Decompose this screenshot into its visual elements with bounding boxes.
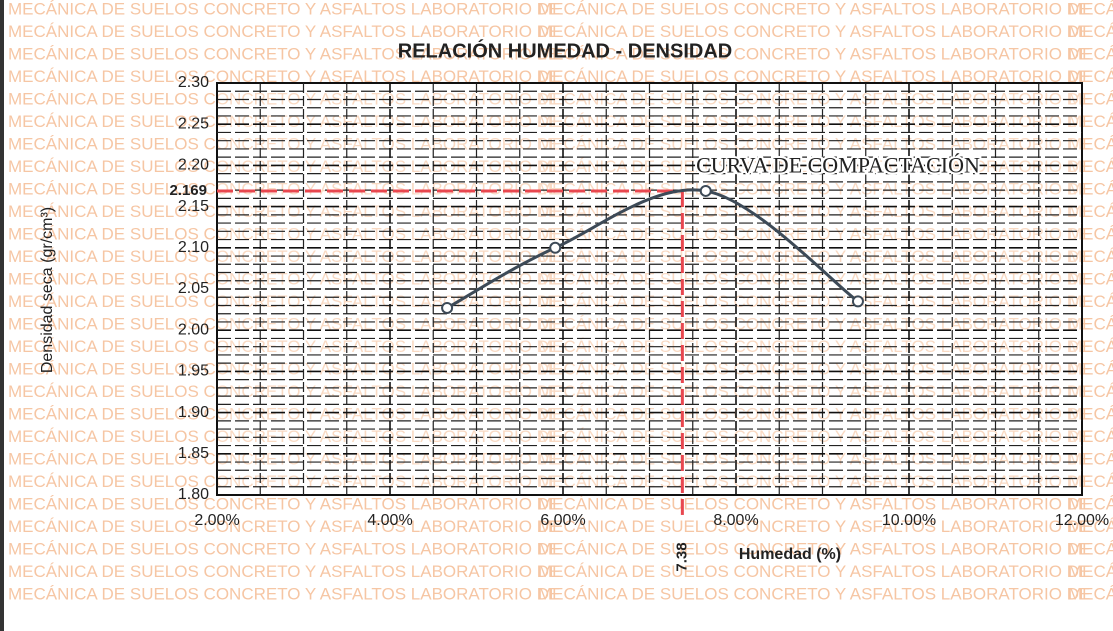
- watermark-text: MECÁNICA DE SUELOS CONCRETO Y ASFALTOS L…: [1068, 449, 1113, 468]
- watermark-text: MECÁNICA DE SUELOS CONCRETO Y ASFALTOS L…: [1068, 269, 1113, 288]
- y-axis-label: Densidad seca (gr/cm³): [39, 207, 56, 373]
- watermark-text: MECÁNICA DE SUELOS CONCRETO Y ASFALTOS L…: [8, 539, 560, 558]
- y-tick-label: 1.90: [178, 404, 209, 421]
- y-tick-label: 2.20: [178, 157, 209, 174]
- y-tick-label: 2.25: [178, 115, 209, 132]
- left-border: [0, 0, 4, 631]
- watermark-text: MECÁNICA DE SUELOS CONCRETO Y ASFALTOS L…: [8, 584, 560, 603]
- watermark-text: MECÁNICA DE SUELOS CONCRETO Y ASFALTOS L…: [8, 22, 560, 41]
- y-tick-label: 2.05: [178, 280, 209, 297]
- watermark-text: MECÁNICA DE SUELOS CONCRETO Y ASFALTOS L…: [538, 539, 1090, 558]
- point: [699, 184, 712, 197]
- watermark-text: MECÁNICA DE SUELOS CONCRETO Y ASFALTOS L…: [8, 179, 560, 198]
- x-tick-label: 6.00%: [540, 512, 585, 529]
- watermark-text: MECÁNICA DE SUELOS CONCRETO Y ASFALTOS L…: [8, 404, 560, 423]
- watermark-text: MECÁNICA DE SUELOS CONCRETO Y ASFALTOS L…: [8, 314, 560, 333]
- watermark-text: MECÁNICA DE SUELOS CONCRETO Y ASFALTOS L…: [8, 269, 560, 288]
- x-tick-label: 8.00%: [713, 512, 758, 529]
- watermark-text: MECÁNICA DE SUELOS CONCRETO Y ASFALTOS L…: [1068, 134, 1113, 153]
- watermark-text: MECÁNICA DE SUELOS CONCRETO Y ASFALTOS L…: [1068, 157, 1113, 176]
- x-tick-label: 4.00%: [367, 512, 412, 529]
- watermark-text: MECÁNICA DE SUELOS CONCRETO Y ASFALTOS L…: [1068, 427, 1113, 446]
- point: [851, 295, 864, 308]
- curve: [446, 188, 859, 310]
- watermark-text: MECÁNICA DE SUELOS CONCRETO Y ASFALTOS L…: [1068, 112, 1113, 131]
- y-tick-label: 2.30: [178, 74, 209, 91]
- watermark-text: MECÁNICA DE SUELOS CONCRETO Y ASFALTOS L…: [538, 494, 1090, 513]
- watermark-text: MECÁNICA DE SUELOS CONCRETO Y ASFALTOS L…: [8, 67, 560, 86]
- watermark-text: MECÁNICA DE SUELOS CONCRETO Y ASFALTOS L…: [1068, 89, 1113, 108]
- watermark-text: MECÁNICA DE SUELOS CONCRETO Y ASFALTOS L…: [1068, 247, 1113, 266]
- watermark-text: MECÁNICA DE SUELOS CONCRETO Y ASFALTOS L…: [1068, 224, 1113, 243]
- watermark-text: MECÁNICA DE SUELOS CONCRETO Y ASFALTOS L…: [1068, 67, 1113, 86]
- y-tick-label: 2.10: [178, 239, 209, 256]
- watermark-text: MECÁNICA DE SUELOS CONCRETO Y ASFALTOS L…: [1068, 562, 1113, 581]
- watermark-text: MECÁNICA DE SUELOS CONCRETO Y ASFALTOS L…: [538, 0, 1090, 18]
- y-tick-label: 2.15: [178, 198, 209, 215]
- point: [441, 301, 454, 314]
- watermark-text: MECÁNICA DE SUELOS CONCRETO Y ASFALTOS L…: [8, 427, 560, 446]
- watermark-text: MECÁNICA DE SUELOS CONCRETO Y ASFALTOS L…: [1068, 314, 1113, 333]
- watermark-text: MECÁNICA DE SUELOS CONCRETO Y ASFALTOS L…: [1068, 292, 1113, 311]
- watermark-text: MECÁNICA DE SUELOS CONCRETO Y ASFALTOS L…: [1068, 44, 1113, 63]
- watermark-text: MECÁNICA DE SUELOS CONCRETO Y ASFALTOS L…: [1068, 22, 1113, 41]
- watermark-text: MECÁNICA DE SUELOS CONCRETO Y ASFALTOS L…: [1068, 202, 1113, 221]
- y-tick-label: 2.00: [178, 321, 209, 338]
- watermark-text: MECÁNICA DE SUELOS CONCRETO Y ASFALTOS L…: [8, 224, 560, 243]
- watermark-text: MECÁNICA DE SUELOS CONCRETO Y ASFALTOS L…: [8, 44, 560, 63]
- point: [549, 241, 562, 254]
- watermark-text: MECÁNICA DE SUELOS CONCRETO Y ASFALTOS L…: [8, 112, 560, 131]
- watermark-text: MECÁNICA DE SUELOS CONCRETO Y ASFALTOS L…: [538, 562, 1090, 581]
- y-tick-label: 1.80: [178, 486, 209, 503]
- watermark-text: MECÁNICA DE SUELOS CONCRETO Y ASFALTOS L…: [8, 494, 560, 513]
- watermark-text: MECÁNICA DE SUELOS CONCRETO Y ASFALTOS L…: [8, 157, 560, 176]
- optimum-x-label: 7.38: [673, 542, 690, 571]
- watermark-text: MECÁNICA DE SUELOS CONCRETO Y ASFALTOS L…: [8, 359, 560, 378]
- x-axis-label: Humedad (%): [739, 546, 841, 563]
- watermark-text: MECÁNICA DE SUELOS CONCRETO Y ASFALTOS L…: [1068, 179, 1113, 198]
- watermark-text: MECÁNICA DE SUELOS CONCRETO Y ASFALTOS L…: [538, 44, 1090, 63]
- watermark-text: MECÁNICA DE SUELOS CONCRETO Y ASFALTOS L…: [538, 67, 1090, 86]
- annotation: CURVA DE COMPACTACIÓN: [696, 152, 980, 177]
- x-tick-label: 12.00%: [1055, 512, 1109, 529]
- watermark-text: MECÁNICA DE SUELOS CONCRETO Y ASFALTOS L…: [1068, 517, 1113, 536]
- watermark-text: MECÁNICA DE SUELOS CONCRETO Y ASFALTOS L…: [1068, 359, 1113, 378]
- watermark-text: MECÁNICA DE SUELOS CONCRETO Y ASFALTOS L…: [1068, 404, 1113, 423]
- chart-title: RELACIÓN HUMEDAD - DENSIDAD: [398, 38, 732, 62]
- watermark-text: MECÁNICA DE SUELOS CONCRETO Y ASFALTOS L…: [1068, 539, 1113, 558]
- optimum-y-label: 2.169: [169, 182, 207, 199]
- y-tick-label: 1.95: [178, 363, 209, 380]
- y-tick-label: 1.85: [178, 445, 209, 462]
- watermark-text: MECÁNICA DE SUELOS CONCRETO Y ASFALTOS L…: [1068, 584, 1113, 603]
- watermark-text: MECÁNICA DE SUELOS CONCRETO Y ASFALTOS L…: [8, 517, 560, 536]
- watermark-text: MECÁNICA DE SUELOS CONCRETO Y ASFALTOS L…: [8, 0, 560, 18]
- watermark-text: MECÁNICA DE SUELOS CONCRETO Y ASFALTOS L…: [1068, 0, 1113, 18]
- watermark-text: MECÁNICA DE SUELOS CONCRETO Y ASFALTOS L…: [538, 584, 1090, 603]
- watermark-text: MECÁNICA DE SUELOS CONCRETO Y ASFALTOS L…: [1068, 337, 1113, 356]
- x-tick-label: 2.00%: [194, 512, 239, 529]
- watermark-text: MECÁNICA DE SUELOS CONCRETO Y ASFALTOS L…: [1068, 382, 1113, 401]
- watermark-text: MECÁNICA DE SUELOS CONCRETO Y ASFALTOS L…: [1068, 472, 1113, 491]
- watermark-text: MECÁNICA DE SUELOS CONCRETO Y ASFALTOS L…: [1068, 494, 1113, 513]
- watermark-text: MECÁNICA DE SUELOS CONCRETO Y ASFALTOS L…: [538, 22, 1090, 41]
- watermark-text: MECÁNICA DE SUELOS CONCRETO Y ASFALTOS L…: [538, 517, 1090, 536]
- x-tick-label: 10.00%: [882, 512, 936, 529]
- watermark-text: MECÁNICA DE SUELOS CONCRETO Y ASFALTOS L…: [8, 562, 560, 581]
